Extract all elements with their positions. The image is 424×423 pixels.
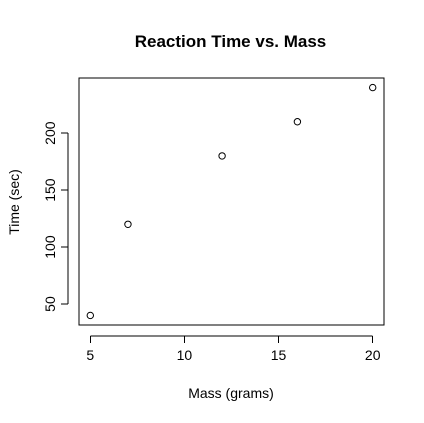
data-points: [86, 83, 377, 320]
y-tick-label: 150: [42, 178, 58, 202]
data-point: [86, 311, 94, 320]
data-point: [124, 220, 132, 228]
y-axis-label: Time (sec): [6, 169, 22, 235]
x-tick-label: 20: [365, 347, 381, 363]
y-tick-label: 200: [42, 121, 58, 145]
x-tick-label: 15: [271, 347, 287, 363]
x-axis: 5 10 15 20: [86, 335, 381, 363]
chart-title: Reaction Time vs. Mass: [135, 32, 327, 51]
y-axis: 50 100 150 200: [42, 121, 69, 312]
x-axis-label: Mass (grams): [188, 385, 274, 401]
x-tick-label: 10: [177, 347, 193, 363]
y-tick-label: 100: [42, 235, 58, 259]
data-point: [218, 152, 226, 160]
x-tick-label: 5: [86, 347, 94, 363]
plot-frame: [78, 77, 385, 326]
data-point: [293, 118, 302, 126]
y-tick-label: 50: [42, 296, 58, 312]
data-point: [369, 83, 377, 92]
